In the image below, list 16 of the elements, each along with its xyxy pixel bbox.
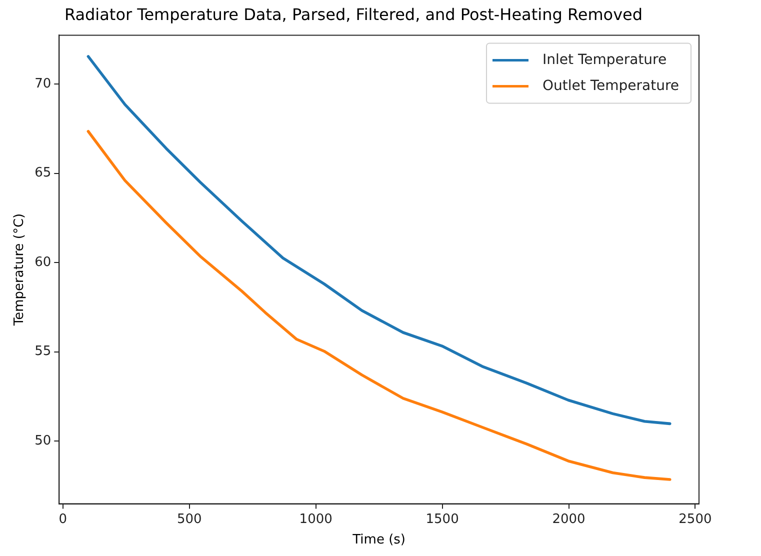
legend-label: Inlet Temperature [542,52,667,68]
y-tick-label: 60 [34,254,52,270]
y-tick-label: 65 [34,166,52,181]
chart-title: Radiator Temperature Data, Parsed, Filtered, and Post-Heating Removed [64,4,643,24]
legend-label: Outlet Temperature [542,78,680,94]
y-tick-label: 70 [34,76,52,92]
x-tick-label: 1500 [426,512,459,527]
y-tick-label: 55 [34,344,52,360]
x-axis-title: Time (s) [352,532,406,548]
x-tick-label: 0 [58,512,68,527]
x-tick-label: 500 [176,512,202,527]
y-tick-label: 50 [34,433,52,448]
x-tick-label: 1000 [299,512,332,527]
y-axis-title: Temperature (°C) [12,213,28,327]
x-tick-label: 2000 [552,512,586,527]
x-tick-label: 2500 [678,512,712,527]
